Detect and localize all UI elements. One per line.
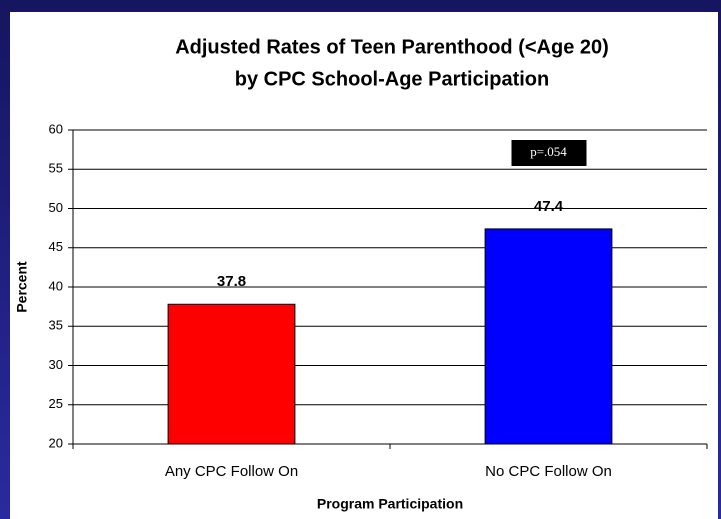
chart-title: by CPC School-Age Participation bbox=[235, 68, 549, 90]
y-tick-label: 25 bbox=[49, 396, 63, 411]
y-axis-label: Percent bbox=[14, 261, 30, 313]
bar bbox=[167, 303, 296, 445]
x-tick-label: No CPC Follow On bbox=[485, 463, 612, 480]
x-axis-label: Program Participation bbox=[317, 496, 463, 512]
y-tick-label: 55 bbox=[49, 161, 63, 176]
data-label: 37.8 bbox=[217, 273, 246, 290]
y-tick-label: 35 bbox=[49, 318, 63, 333]
chart-title: Adjusted Rates of Teen Parenthood (<Age … bbox=[175, 36, 609, 58]
y-tick-label: 60 bbox=[49, 121, 63, 136]
annotation-box bbox=[511, 140, 587, 166]
x-tick-label: Any CPC Follow On bbox=[165, 463, 298, 480]
bar bbox=[484, 228, 613, 445]
annotation: p=.054 bbox=[530, 144, 567, 159]
y-tick-label: 40 bbox=[49, 278, 63, 293]
y-tick-label: 30 bbox=[49, 357, 63, 372]
data-label: 47.4 bbox=[534, 198, 564, 215]
y-tick-label: 45 bbox=[49, 239, 63, 254]
y-tick-label: 50 bbox=[49, 200, 63, 215]
y-tick-label: 20 bbox=[49, 435, 63, 450]
